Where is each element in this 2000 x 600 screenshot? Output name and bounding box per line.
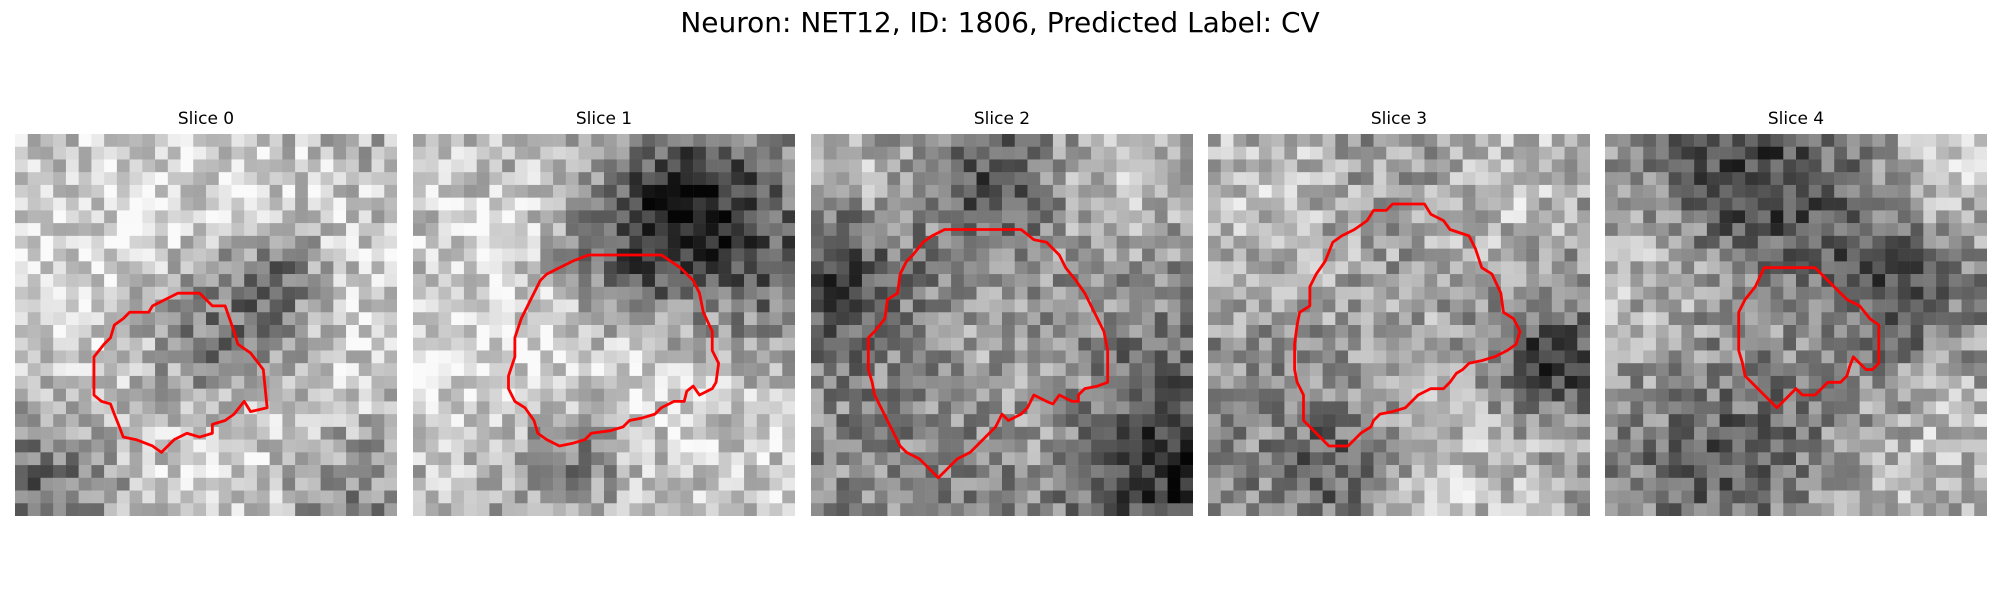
voxel-grid	[15, 134, 397, 516]
voxel-grid	[413, 134, 795, 516]
voxel-grid	[811, 134, 1193, 516]
contour-outline	[1293, 202, 1522, 448]
slice-image-2	[811, 134, 1193, 516]
voxel-grid	[1208, 134, 1590, 516]
slice-title-2: Slice 2	[973, 109, 1031, 129]
slice-title-1: Slice 1	[575, 109, 633, 129]
contour-outline	[1737, 266, 1881, 410]
slice-image-1	[413, 134, 795, 516]
figure-title: Neuron: NET12, ID: 1806, Predicted Label…	[680, 6, 1320, 39]
contour-outline	[866, 228, 1110, 480]
slice-title-4: Slice 4	[1767, 109, 1825, 129]
slice-image-0	[15, 134, 397, 516]
voxel-grid	[1605, 134, 1987, 516]
contour-outline	[507, 253, 721, 448]
slice-title-0: Slice 0	[177, 109, 235, 129]
slice-image-4	[1605, 134, 1987, 516]
contour-outline	[92, 291, 269, 454]
slice-title-3: Slice 3	[1370, 109, 1428, 129]
slice-image-3	[1208, 134, 1590, 516]
